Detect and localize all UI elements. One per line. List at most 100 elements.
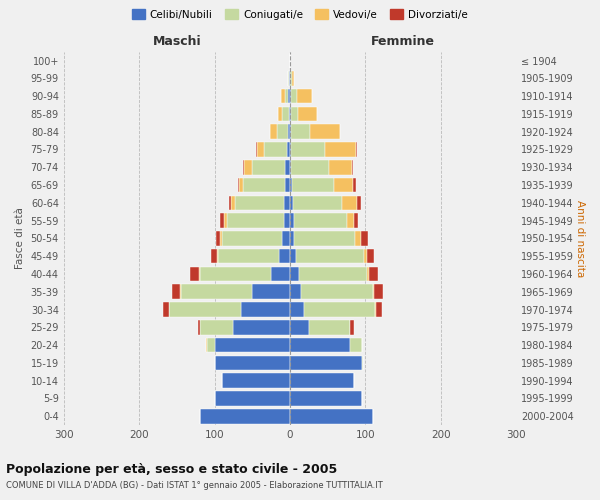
Bar	[376, 302, 382, 317]
Bar	[295, 231, 355, 246]
Bar	[199, 409, 290, 424]
Bar	[290, 124, 292, 139]
Bar	[334, 178, 353, 192]
Bar	[290, 320, 309, 334]
Bar	[277, 124, 289, 139]
Bar	[290, 231, 295, 246]
Bar	[281, 106, 289, 121]
Bar	[294, 214, 347, 228]
Bar	[231, 196, 235, 210]
Bar	[241, 302, 290, 317]
Bar	[289, 89, 290, 104]
Bar	[290, 178, 292, 192]
Bar	[252, 284, 290, 299]
Text: Femmine: Femmine	[371, 35, 435, 48]
Bar	[301, 284, 373, 299]
Bar	[291, 106, 298, 121]
Bar	[356, 142, 357, 157]
Bar	[329, 160, 352, 174]
Bar	[199, 320, 233, 334]
Bar	[206, 338, 207, 352]
Bar	[290, 338, 350, 352]
Bar	[289, 71, 290, 86]
Bar	[239, 178, 243, 192]
Bar	[224, 214, 227, 228]
Text: Popolazione per età, sesso e stato civile - 2005: Popolazione per età, sesso e stato civil…	[6, 462, 337, 475]
Bar	[296, 249, 364, 264]
Bar	[352, 160, 353, 174]
Bar	[291, 89, 297, 104]
Bar	[290, 374, 354, 388]
Bar	[227, 214, 284, 228]
Bar	[169, 302, 241, 317]
Bar	[284, 178, 290, 192]
Bar	[298, 106, 317, 121]
Bar	[290, 106, 291, 121]
Bar	[355, 231, 361, 246]
Bar	[233, 320, 290, 334]
Bar	[297, 89, 312, 104]
Bar	[243, 160, 244, 174]
Bar	[362, 356, 363, 370]
Bar	[256, 142, 257, 157]
Bar	[290, 284, 301, 299]
Bar	[367, 266, 369, 281]
Bar	[220, 231, 222, 246]
Bar	[284, 214, 290, 228]
Bar	[290, 409, 373, 424]
Legend: Celibi/Nubili, Coniugati/e, Vedovi/e, Divorziati/e: Celibi/Nubili, Coniugati/e, Vedovi/e, Di…	[128, 5, 472, 24]
Bar	[163, 302, 169, 317]
Bar	[172, 284, 180, 299]
Bar	[290, 89, 291, 104]
Bar	[211, 249, 217, 264]
Bar	[290, 160, 292, 174]
Bar	[325, 142, 356, 157]
Bar	[257, 142, 265, 157]
Bar	[286, 160, 290, 174]
Bar	[288, 71, 289, 86]
Bar	[215, 338, 290, 352]
Bar	[181, 284, 252, 299]
Bar	[299, 266, 367, 281]
Bar	[292, 124, 310, 139]
Bar	[353, 178, 356, 192]
Bar	[292, 142, 325, 157]
Bar	[290, 142, 292, 157]
Bar	[251, 160, 286, 174]
Bar	[342, 196, 357, 210]
Bar	[287, 142, 290, 157]
Bar	[217, 249, 218, 264]
Bar	[373, 284, 374, 299]
Bar	[374, 284, 383, 299]
Bar	[278, 249, 290, 264]
Bar	[364, 249, 367, 264]
Bar	[350, 338, 362, 352]
Text: Maschi: Maschi	[152, 35, 201, 48]
Bar	[215, 391, 290, 406]
Bar	[220, 214, 224, 228]
Bar	[290, 249, 296, 264]
Bar	[290, 266, 299, 281]
Bar	[244, 160, 251, 174]
Bar	[290, 196, 293, 210]
Bar	[357, 196, 361, 210]
Bar	[235, 196, 284, 210]
Bar	[199, 266, 271, 281]
Bar	[269, 124, 277, 139]
Bar	[190, 266, 199, 281]
Bar	[283, 231, 290, 246]
Bar	[292, 160, 329, 174]
Bar	[180, 284, 181, 299]
Bar	[290, 214, 294, 228]
Bar	[281, 89, 284, 104]
Bar	[292, 71, 294, 86]
Bar	[198, 320, 199, 334]
Bar	[310, 124, 340, 139]
Bar	[293, 196, 342, 210]
Bar	[215, 356, 290, 370]
Bar	[367, 249, 374, 264]
Bar	[375, 302, 376, 317]
Bar	[271, 266, 290, 281]
Bar	[369, 266, 378, 281]
Bar	[309, 320, 350, 334]
